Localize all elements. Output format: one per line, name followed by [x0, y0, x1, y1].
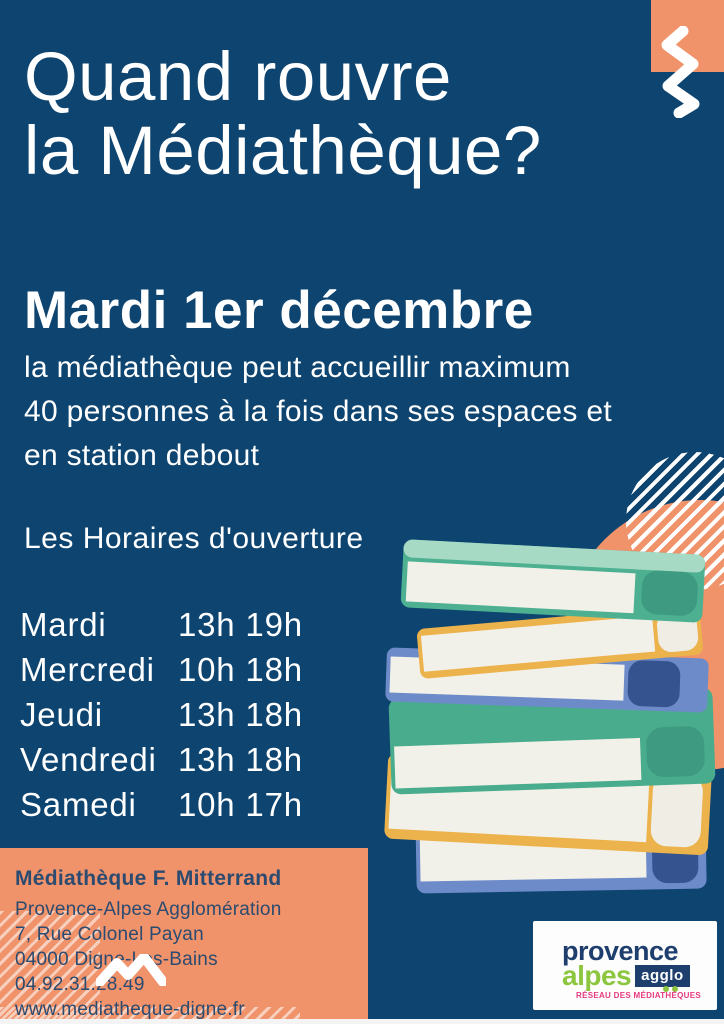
- contact-line-street: 7, Rue Colonel Payan: [15, 924, 204, 945]
- day-cell: Mardi: [20, 605, 107, 643]
- stripe-pattern-decoration: [0, 1007, 300, 1019]
- event-heading: Mardi 1er décembre: [24, 281, 534, 340]
- mountain-chevron-icon: [96, 954, 166, 986]
- day-cell: Samedi: [20, 785, 137, 823]
- logo-alpes-text: alpes: [562, 960, 632, 991]
- logo-provence-text: provence: [562, 936, 679, 966]
- logo-dots-decoration: [663, 986, 678, 992]
- address-card: Médiathèque F. Mitterrand Provence-Alpes…: [0, 848, 368, 1022]
- squiggle-icon: [661, 26, 700, 118]
- hours-row: Mardi 13h 19h: [20, 602, 303, 647]
- time-cell: 13h 19h: [178, 605, 303, 643]
- contact-line-phone: 04.92.31.28.49: [15, 974, 145, 995]
- logo-alpes-row: alpes agglo: [562, 962, 690, 990]
- contact-line-organization: Provence-Alpes Agglomération: [15, 899, 282, 920]
- time-cell: 13h 18h: [178, 695, 303, 733]
- title-line-1: Quand rouvre: [24, 38, 452, 115]
- time-cell: 10h 17h: [178, 785, 303, 823]
- day-cell: Mercredi: [20, 650, 155, 688]
- event-description: la médiathèque peut accueillir maximum 4…: [24, 346, 612, 478]
- book-teal-top: [400, 539, 706, 623]
- logo-card: provence alpes agglo RÉSEAU DES MÉDIATHÈ…: [533, 921, 717, 1010]
- bottom-page-edge: [0, 1019, 724, 1024]
- book-stack-illustration: [384, 539, 716, 894]
- logo-agglo-badge: agglo: [635, 965, 690, 987]
- contact-name: Médiathèque F. Mitterrand: [15, 867, 282, 890]
- hours-row: Samedi 10h 17h: [20, 782, 303, 827]
- logo-tagline: RÉSEAU DES MÉDIATHÈQUES: [576, 991, 701, 1000]
- hours-table: Mardi 13h 19h Mercredi 10h 18h Jeudi 13h…: [20, 602, 303, 827]
- book-teal-large: [388, 687, 716, 795]
- title-line-2: la Médiathèque?: [24, 112, 542, 189]
- hours-row: Vendredi 13h 18h: [20, 737, 303, 782]
- day-cell: Vendredi: [20, 740, 157, 778]
- hours-row: Jeudi 13h 18h: [20, 692, 303, 737]
- page-title: Quand rouvre la Médiathèque?: [24, 40, 542, 188]
- contact-block: Médiathèque F. Mitterrand Provence-Alpes…: [15, 867, 282, 1022]
- event-description-line: 40 personnes à la fois dans ses espaces …: [24, 395, 612, 428]
- day-cell: Jeudi: [20, 695, 103, 733]
- contact-line-website: www.mediatheque-digne.fr: [15, 999, 245, 1020]
- hours-heading: Les Horaires d'ouverture: [24, 522, 364, 555]
- stripe-pattern-decoration: [0, 911, 100, 1019]
- time-cell: 10h 18h: [178, 650, 303, 688]
- event-description-line: la médiathèque peut accueillir maximum: [24, 351, 571, 384]
- hours-row: Mercredi 10h 18h: [20, 647, 303, 692]
- event-description-line: en station debout: [24, 439, 260, 472]
- time-cell: 13h 18h: [178, 740, 303, 778]
